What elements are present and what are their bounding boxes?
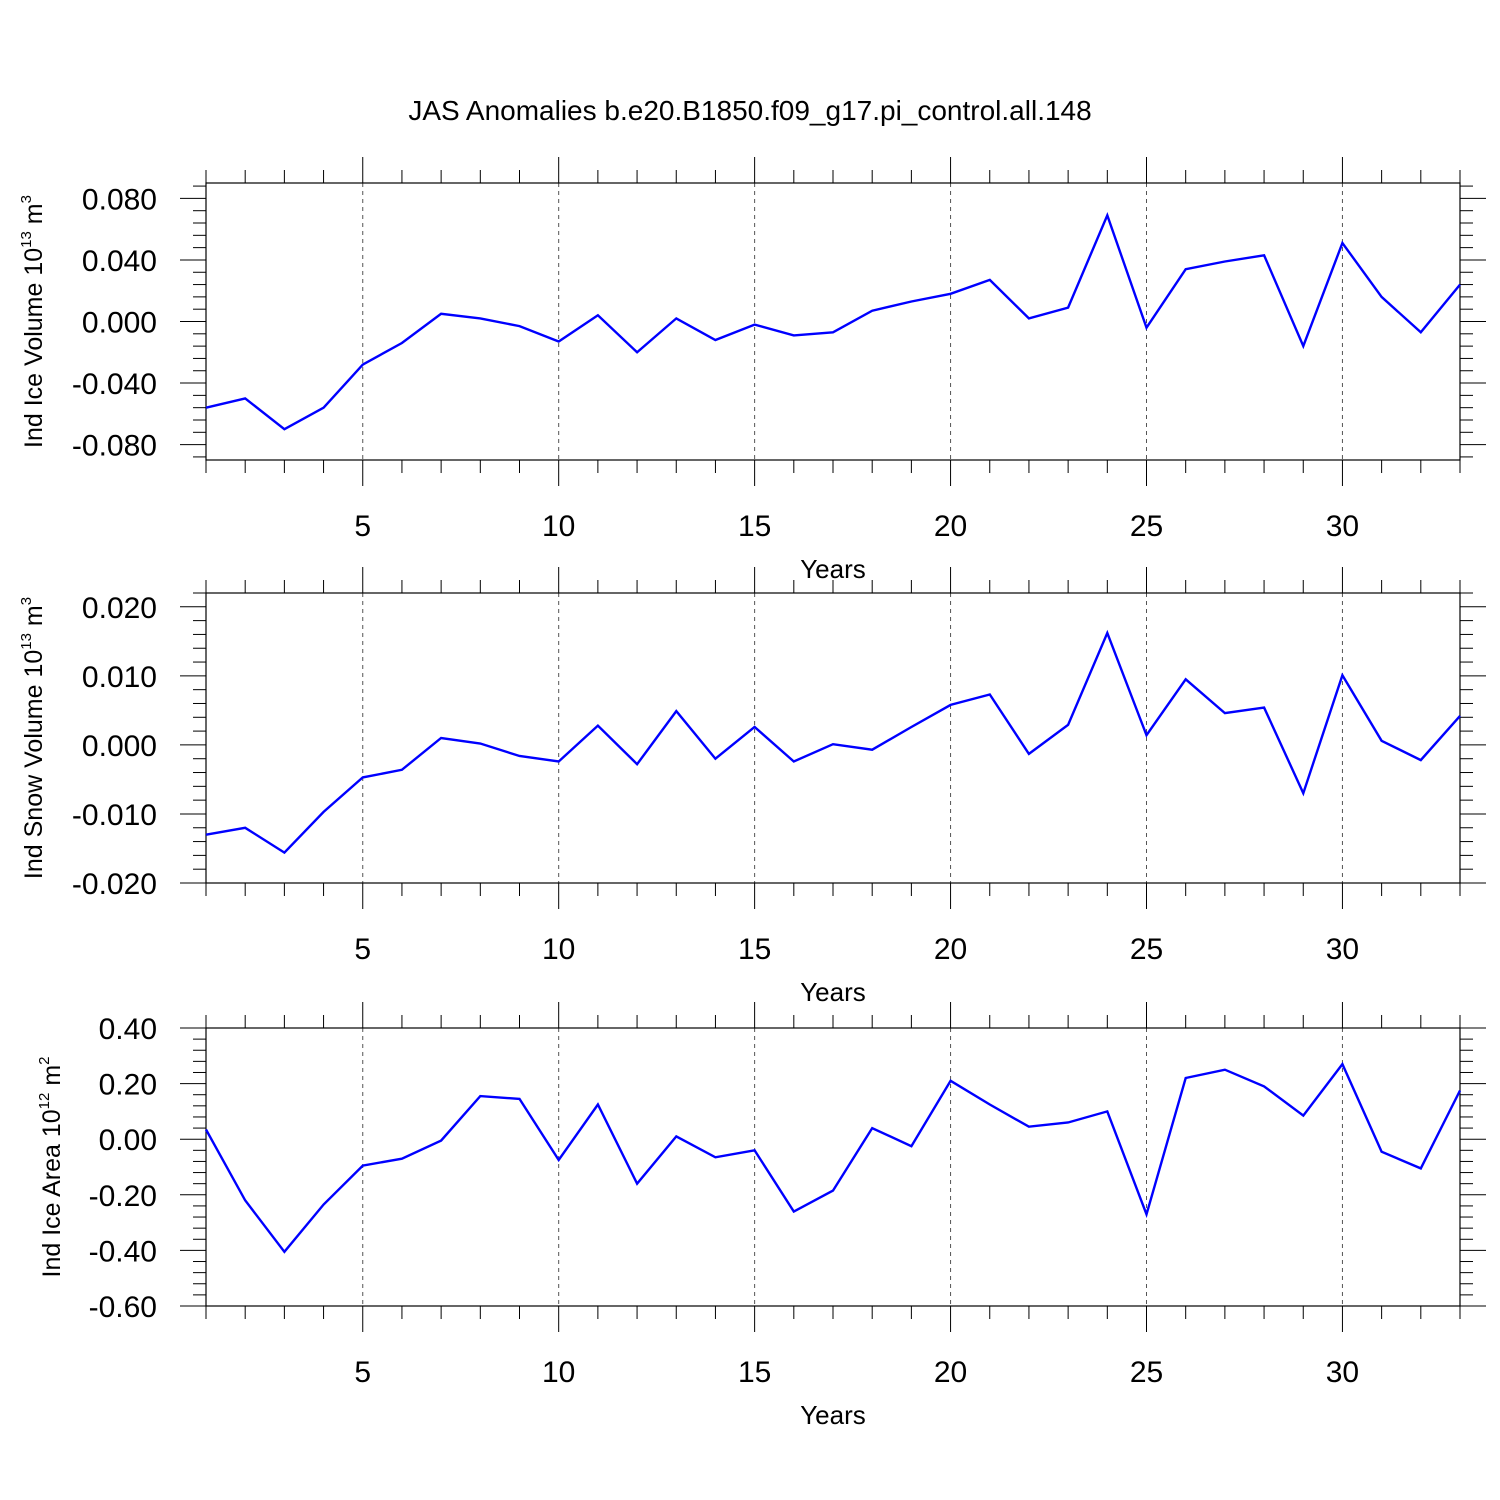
y-axis-label: Ind Snow Volume 1013 m3	[18, 597, 48, 879]
y-tick-label: -0.40	[89, 1235, 157, 1268]
y-axis-label: Ind Ice Volume 1013 m3	[18, 195, 48, 448]
plot-frame	[205, 182, 1461, 461]
x-tick-label: 10	[542, 1356, 575, 1389]
x-tick-label: 10	[542, 510, 575, 543]
x-tick-label: 25	[1130, 933, 1163, 966]
x-tick-label: 20	[934, 510, 967, 543]
y-tick-label: 0.000	[82, 730, 157, 763]
x-tick-label: 5	[354, 510, 371, 543]
x-tick-label: 30	[1326, 933, 1359, 966]
x-tick-label: 15	[738, 1356, 771, 1389]
x-tick-label: 15	[738, 933, 771, 966]
x-axis-label: Years	[800, 1400, 866, 1430]
plot-frame	[205, 1027, 1461, 1307]
y-tick-label: 0.00	[99, 1124, 157, 1157]
y-tick-label: 0.080	[82, 183, 157, 216]
y-tick-label: 0.20	[99, 1069, 157, 1102]
y-tick-label: -0.080	[72, 430, 157, 463]
y-tick-label: 0.000	[82, 307, 157, 340]
x-axis-label: Years	[800, 554, 866, 584]
x-tick-label: 25	[1130, 1356, 1163, 1389]
plot-frame	[205, 592, 1461, 884]
chart-title: JAS Anomalies b.e20.B1850.f09_g17.pi_con…	[408, 95, 1091, 126]
y-tick-label: -0.010	[72, 799, 157, 832]
y-tick-label: 0.40	[99, 1013, 157, 1046]
panel-1: 5 10 15 20 25 30 -0.080 -0.040 0.000 0.040 0.080 Ye…	[18, 157, 1486, 584]
y-tick-label: 0.040	[82, 245, 157, 278]
panel-2: 5 10 15 20 25 30 -0.020 -0.010 0.000 0.010 0.020 Ye…	[18, 567, 1486, 1007]
x-tick-label: 25	[1130, 510, 1163, 543]
y-tick-label: 0.010	[82, 661, 157, 694]
x-axis-label: Years	[800, 977, 866, 1007]
x-tick-label: 5	[354, 933, 371, 966]
y-tick-label: -0.20	[89, 1180, 157, 1213]
x-tick-label: 20	[934, 933, 967, 966]
y-tick-label: -0.60	[89, 1291, 157, 1324]
x-tick-label: 5	[354, 1356, 371, 1389]
x-tick-label: 30	[1326, 1356, 1359, 1389]
y-tick-label: -0.040	[72, 368, 157, 401]
series-line	[205, 211, 1461, 431]
x-tick-label: 30	[1326, 510, 1359, 543]
series-line	[204, 1061, 1462, 1254]
x-tick-label: 20	[934, 1356, 967, 1389]
y-axis-label: Ind Ice Area 1012 m2	[36, 1057, 66, 1278]
series-line	[205, 629, 1461, 855]
x-tick-label: 10	[542, 933, 575, 966]
x-tick-label: 15	[738, 510, 771, 543]
y-tick-label: 0.020	[82, 592, 157, 625]
y-tick-label: -0.020	[72, 868, 157, 901]
panel-3: 5 10 15 20 25 30 -0.60 -0.40 -0.20 0.00 0.20 0.40 Ye…	[36, 1002, 1486, 1430]
